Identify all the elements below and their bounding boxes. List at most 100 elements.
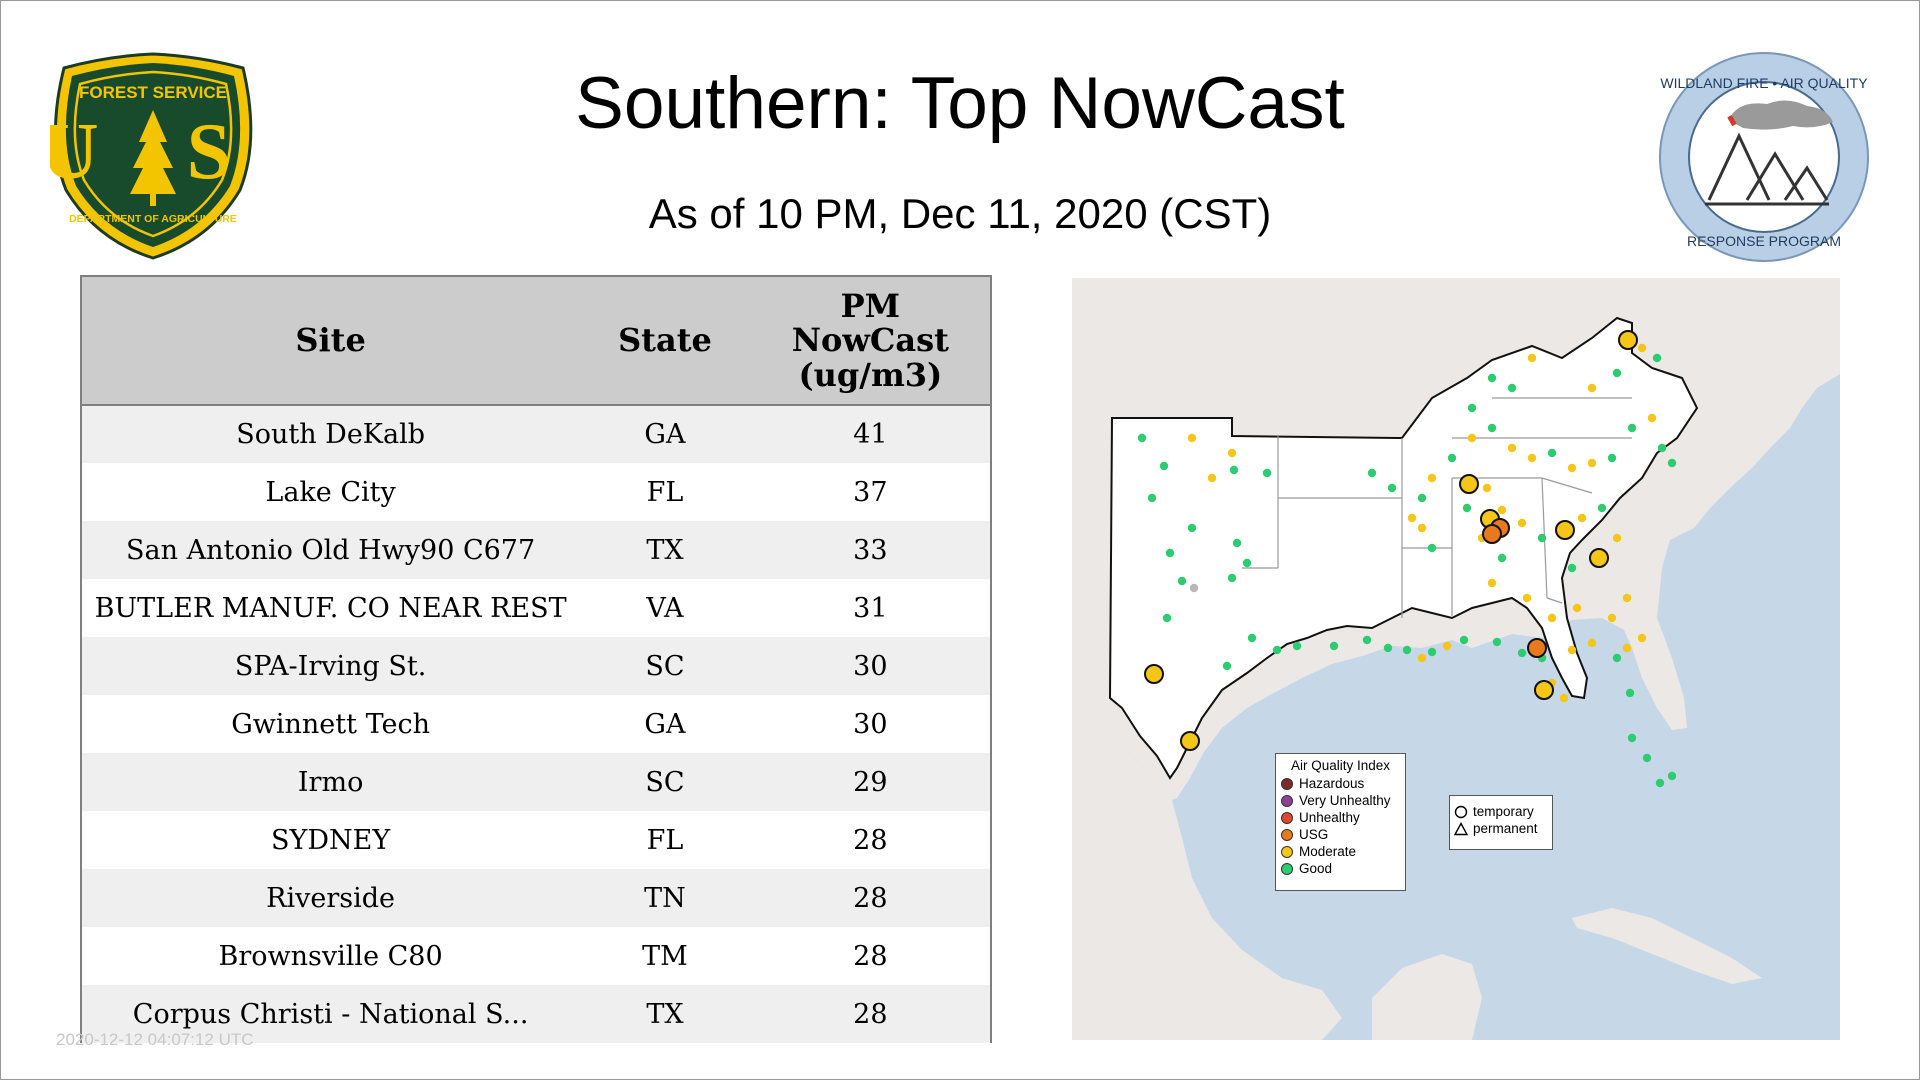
site-marker — [1417, 523, 1427, 533]
site-marker — [1227, 573, 1237, 583]
cell-state: SC — [645, 650, 685, 682]
site-marker — [1625, 688, 1635, 698]
table-row: SYDNEY FL 28 — [82, 811, 990, 869]
site-marker — [1627, 733, 1637, 743]
cell-state: TN — [644, 882, 686, 914]
cell-site: Brownsville C80 — [218, 940, 443, 972]
slide-subtitle: As of 10 PM, Dec 11, 2020 (CST) — [648, 190, 1272, 237]
cell-site: SPA-Irving St. — [234, 650, 427, 682]
site-marker — [1459, 635, 1469, 645]
site-marker — [1189, 583, 1199, 593]
site-marker — [1329, 641, 1339, 651]
site-marker — [1522, 593, 1532, 603]
aqi-swatch — [1281, 777, 1293, 790]
site-marker — [1367, 468, 1377, 478]
table-header-row: Site State PM NowCast (ug/m3) — [82, 277, 990, 406]
aqi-legend-label: Good — [1299, 861, 1333, 876]
site-marker — [1417, 653, 1427, 663]
site-marker-temporary — [1555, 520, 1575, 540]
site-marker — [1537, 533, 1547, 543]
site-marker — [1647, 413, 1657, 423]
aqi-swatch — [1281, 828, 1293, 841]
aqi-legend-item: Good — [1276, 860, 1405, 877]
table-row: Corpus Christi - National S... TX 28 — [82, 985, 990, 1043]
site-marker — [1467, 403, 1477, 413]
pine-tree-icon — [130, 110, 176, 206]
site-marker — [1447, 453, 1457, 463]
site-marker — [1567, 463, 1577, 473]
aqi-swatch — [1281, 862, 1293, 875]
forest-service-logo: FOREST SERVICE U S DEPARTMENT OF AGRICUL… — [41, 50, 257, 260]
cell-value: 31 — [853, 592, 888, 624]
site-marker — [1487, 373, 1497, 383]
site-marker — [1187, 433, 1197, 443]
site-marker — [1667, 771, 1677, 781]
cell-state: FL — [646, 824, 684, 856]
triangle-outline-icon — [1454, 821, 1468, 835]
site-marker — [1627, 423, 1637, 433]
site-marker — [1159, 461, 1169, 471]
site-marker — [1482, 483, 1492, 493]
site-marker — [1652, 353, 1662, 363]
site-marker — [1547, 613, 1557, 623]
site-marker — [1517, 518, 1527, 528]
site-marker — [1667, 458, 1677, 468]
site-marker — [1487, 423, 1497, 433]
site-marker — [1232, 538, 1242, 548]
site-marker — [1387, 483, 1397, 493]
aqi-legend-label: Moderate — [1299, 844, 1357, 859]
site-marker — [1572, 603, 1582, 613]
cell-site: San Antonio Old Hwy90 C677 — [126, 534, 536, 566]
mountains-icon — [1705, 132, 1829, 206]
aqi-swatch — [1281, 845, 1293, 858]
site-marker — [1642, 753, 1652, 763]
site-marker — [1427, 543, 1437, 553]
site-marker — [1507, 443, 1517, 453]
aqi-legend-label: USG — [1299, 827, 1329, 842]
site-marker — [1637, 633, 1647, 643]
cell-state: TM — [642, 940, 688, 972]
site-marker-temporary — [1482, 524, 1502, 544]
site-marker — [1637, 343, 1647, 353]
cell-site: Riverside — [266, 882, 396, 914]
site-marker — [1587, 383, 1597, 393]
site-marker — [1497, 553, 1507, 563]
map-land-yucatan — [1372, 954, 1482, 1040]
cell-value: 30 — [853, 708, 888, 740]
cell-site: Irmo — [297, 766, 364, 798]
site-marker — [1577, 513, 1587, 523]
smoke-plume-icon — [1729, 100, 1833, 130]
logo-fs-bottom-text: DEPARTMENT OF AGRICULTURE — [69, 213, 237, 225]
site-marker — [1227, 448, 1237, 458]
aqi-legend-label: Unhealthy — [1299, 810, 1360, 825]
monitor-type-label: permanent — [1473, 821, 1538, 836]
aqi-legend-item: Moderate — [1276, 843, 1405, 860]
cell-site: SYDNEY — [271, 824, 391, 856]
cell-state: TX — [646, 998, 684, 1030]
table-row: San Antonio Old Hwy90 C677 TX 33 — [82, 521, 990, 579]
table-row: Riverside TN 28 — [82, 869, 990, 927]
cell-state: SC — [645, 766, 685, 798]
site-marker — [1162, 613, 1172, 623]
site-marker — [1207, 473, 1217, 483]
logo-wf-top-text: WILDLAND FIRE • AIR QUALITY — [1660, 75, 1868, 91]
aqi-swatch — [1281, 794, 1293, 807]
site-marker-temporary — [1527, 638, 1547, 658]
site-marker — [1262, 468, 1272, 478]
cell-site: South DeKalb — [236, 419, 425, 450]
cell-value: 28 — [853, 998, 888, 1030]
site-marker — [1427, 647, 1437, 657]
site-marker — [1622, 643, 1632, 653]
table-row: Gwinnett Tech GA 30 — [82, 695, 990, 753]
monitor-type-item: permanent — [1450, 820, 1552, 837]
cell-site: Gwinnett Tech — [231, 708, 430, 740]
column-header-state: State — [579, 277, 751, 406]
site-marker — [1507, 383, 1517, 393]
site-marker — [1517, 648, 1527, 658]
site-marker — [1417, 493, 1427, 503]
site-marker — [1607, 453, 1617, 463]
site-marker — [1462, 503, 1472, 513]
site-marker — [1242, 558, 1252, 568]
logo-wf-bottom-text: RESPONSE PROGRAM — [1687, 233, 1841, 249]
cell-site: BUTLER MANUF. CO NEAR REST — [94, 592, 567, 624]
